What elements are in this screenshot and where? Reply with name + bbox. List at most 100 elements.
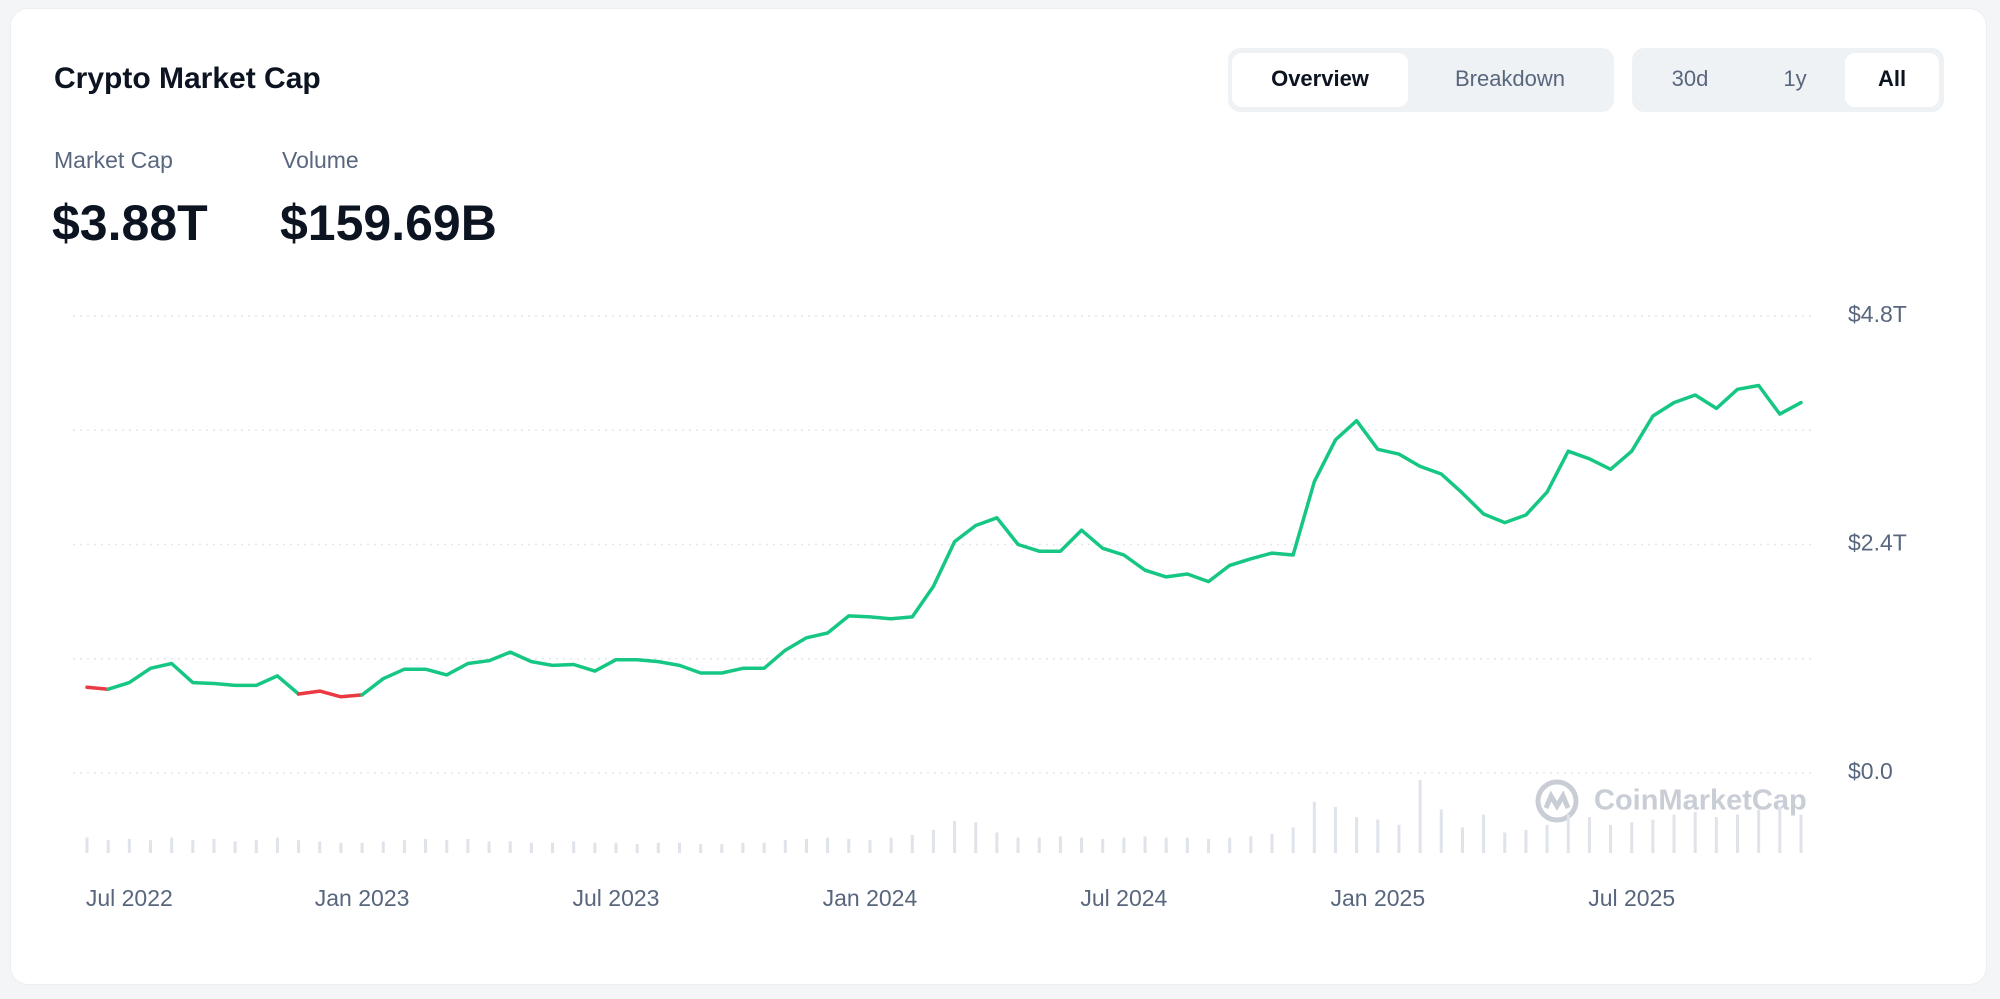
volume-bar (1101, 838, 1105, 853)
volume-bar (910, 835, 914, 853)
volume-bar (529, 842, 533, 853)
volume-bar (1609, 824, 1613, 853)
volume-bar (1693, 812, 1697, 853)
volume-bar (1333, 806, 1337, 853)
volume-bar (1672, 814, 1676, 853)
stat-value: $159.69B (280, 195, 497, 251)
x-tick-label: Jul 2024 (1080, 885, 1167, 911)
volume-bar (1143, 836, 1147, 853)
market-cap-line (85, 685, 110, 691)
range-tab[interactable]: 1y (1783, 66, 1806, 91)
volume-bar (1418, 780, 1422, 853)
card (10, 8, 1987, 985)
volume-bar (360, 842, 364, 853)
volume-bar (1376, 819, 1380, 853)
volume-bar (212, 838, 216, 853)
view-tab[interactable]: Overview (1271, 66, 1370, 91)
volume-bar (572, 841, 576, 853)
volume-bar (1185, 837, 1189, 853)
range-tab[interactable]: 30d (1672, 66, 1709, 91)
tab-active-bg (1845, 53, 1939, 107)
volume-bar (339, 842, 343, 853)
volume-bar (106, 840, 110, 853)
volume-bar (275, 837, 279, 853)
volume-bar (1524, 829, 1528, 853)
volume-bar (318, 841, 322, 853)
stat-label: Volume (282, 147, 359, 173)
title: Crypto Market Cap (54, 62, 321, 95)
volume-bar (953, 820, 957, 853)
volume-bar (826, 837, 830, 853)
market-cap-line (360, 383, 1803, 697)
volume-bar (148, 840, 152, 853)
volume-bar (847, 838, 851, 853)
volume-bar (424, 838, 428, 853)
volume-bar (170, 837, 174, 853)
x-tick-label: Jan 2025 (1330, 885, 1425, 911)
volume-bar (1503, 832, 1507, 853)
volume-bar (1587, 817, 1591, 853)
volume-bar (931, 829, 935, 853)
volume-bar (1037, 837, 1041, 853)
volume-bar (804, 838, 808, 853)
y-tick-label: $4.8T (1848, 301, 1907, 327)
volume-bar (889, 837, 893, 853)
stat-value: $3.88T (52, 195, 208, 251)
x-tick-label: Jul 2023 (573, 885, 660, 911)
volume-bar (85, 837, 89, 853)
volume-bar (995, 832, 999, 853)
volume-bar (1164, 837, 1168, 853)
volume-bar (1482, 814, 1486, 853)
volume-bar (1397, 824, 1401, 853)
market-cap-line (296, 689, 364, 699)
volume-bar (1736, 814, 1740, 853)
volume-bar (783, 840, 787, 853)
x-tick-label: Jul 2022 (86, 885, 173, 911)
volume-bar (1207, 838, 1211, 853)
volume-bar (974, 822, 978, 853)
volume-bar (1439, 809, 1443, 853)
y-tick-label: $2.4T (1848, 530, 1907, 556)
volume-bar (1058, 836, 1062, 853)
market-cap-line (106, 661, 301, 696)
volume-bar (1460, 827, 1464, 853)
volume-bar (191, 840, 195, 853)
volume-bar (677, 842, 681, 853)
volume-bar (868, 840, 872, 853)
volume-bar (1228, 837, 1232, 853)
volume-bar (635, 844, 639, 853)
volume-bar (233, 841, 237, 853)
x-tick-label: Jul 2025 (1588, 885, 1675, 911)
volume-bar (551, 842, 555, 853)
range-tab[interactable]: All (1878, 66, 1906, 91)
watermark: CoinMarketCap (1594, 785, 1807, 817)
watermark-logo (1535, 779, 1579, 823)
volume-bar (1122, 837, 1126, 853)
volume-bar (466, 838, 470, 853)
volume-bar (614, 842, 618, 853)
volume-bar (402, 840, 406, 853)
volume-bar (381, 841, 385, 853)
volume-bar (508, 841, 512, 853)
volume-bar (1545, 824, 1549, 853)
volume-bar (741, 842, 745, 853)
volume-bar (1355, 817, 1359, 853)
tab-active-bg (1232, 53, 1408, 107)
volume-bar (1312, 801, 1316, 853)
volume-bar (1757, 809, 1761, 853)
x-tick-label: Jan 2023 (315, 885, 410, 911)
volume-bar (1630, 822, 1634, 853)
volume-bar (1080, 837, 1084, 853)
volume-bar (762, 842, 766, 853)
stat-label: Market Cap (54, 147, 173, 173)
volume-bar (445, 840, 449, 853)
volume-bar (487, 841, 491, 853)
x-tick-label: Jan 2024 (823, 885, 918, 911)
volume-bar (656, 842, 660, 853)
view-tab[interactable]: Breakdown (1455, 66, 1565, 91)
volume-bar (1016, 837, 1020, 853)
volume-bar (1270, 833, 1274, 853)
volume-bar (1799, 814, 1803, 853)
volume-bar (1566, 814, 1570, 853)
